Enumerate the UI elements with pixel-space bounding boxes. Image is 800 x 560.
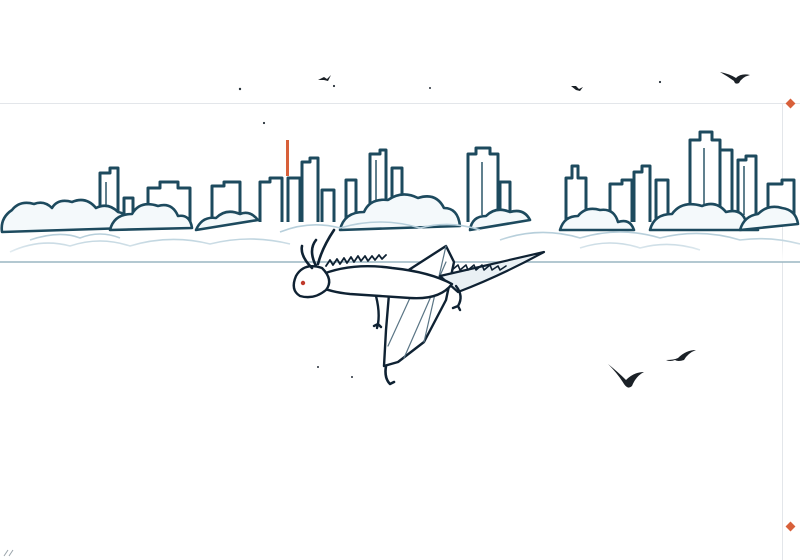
dragon-head: [292, 265, 331, 299]
flying-dragon: [292, 228, 546, 386]
bird-icon: [318, 75, 331, 81]
haze-fade: [0, 236, 800, 262]
bird-icon: [571, 86, 583, 91]
dragon-tail-spines: [451, 264, 507, 271]
dragon-horns: [300, 228, 336, 270]
frame-right-line: [782, 103, 783, 560]
frame-top-line: [0, 103, 800, 104]
cloud-bank: [0, 193, 800, 234]
dragon-back-spines: [325, 254, 387, 267]
bird-icon: [720, 72, 750, 84]
bird-icon: [608, 364, 644, 388]
antenna-tower: [286, 140, 289, 176]
corner-ticks: [3, 549, 14, 557]
dragon-rear-leg: [451, 284, 462, 312]
dragon-front-leg: [372, 294, 383, 330]
bird-icon: [666, 350, 696, 361]
dragon-eye: [300, 280, 306, 286]
dragon-wing-claw: [384, 364, 396, 386]
dragon-body: [316, 265, 454, 300]
sky-specks: [238, 80, 662, 378]
dragon-wing: [382, 244, 456, 368]
